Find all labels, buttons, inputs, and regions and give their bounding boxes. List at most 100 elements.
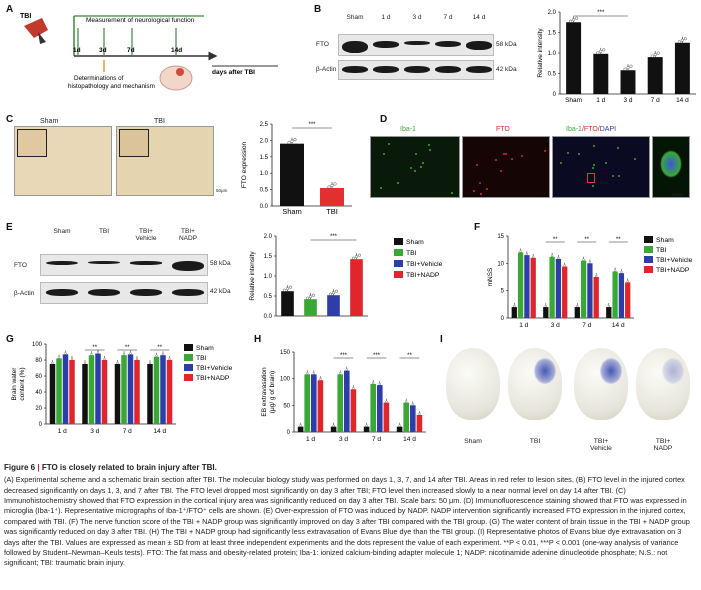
day-label-14d: 14d [171, 47, 182, 54]
western-blot-e: Sham TBI TBI+ Vehicle TBI+ NADP FTO β-Actin… [14, 228, 234, 304]
measure-label: Measurement of neurological function [86, 17, 195, 24]
bar [327, 295, 340, 316]
data-dot [532, 255, 535, 259]
y-tick-label: 20 [35, 406, 42, 412]
data-dot [513, 304, 516, 308]
data-dot [306, 296, 310, 300]
legend-label: TBI+NADP [406, 272, 440, 279]
bar [593, 277, 599, 318]
if-merge-image [552, 136, 650, 198]
data-dot [290, 139, 294, 143]
y-tick-label: 2.0 [260, 138, 269, 144]
data-dot [327, 185, 331, 189]
fluor-cell [500, 169, 503, 172]
lane-label: 1 d [381, 14, 391, 21]
significance-label: *** [308, 122, 316, 128]
bar [574, 307, 580, 318]
x-tick-label: 3 d [339, 436, 348, 443]
y-tick-label: 2.0 [548, 10, 557, 16]
significance-label: *** [597, 10, 605, 16]
ihc-sham-label: Sham [40, 118, 59, 125]
bar [88, 355, 95, 424]
bar [580, 260, 587, 318]
data-dot [588, 261, 592, 264]
day-label-1d: 1d [73, 47, 81, 54]
data-dot [96, 351, 100, 354]
bar [304, 299, 317, 316]
bar [134, 360, 140, 424]
lane-label: Sham [53, 228, 71, 235]
panel-label-a: A [6, 4, 14, 15]
fto-band [88, 261, 120, 264]
bar [317, 380, 324, 432]
bar [396, 426, 403, 432]
bar [56, 358, 62, 424]
y-tick-label: 10 [497, 261, 504, 267]
bar [337, 374, 343, 432]
y-tick-label: 1.0 [548, 51, 557, 57]
fluor-cell [504, 152, 507, 155]
panel-label-c: C [6, 114, 14, 125]
significance-label: ** [407, 353, 412, 359]
fluor-cell [422, 162, 425, 165]
significance-label: *** [340, 353, 348, 359]
legend-swatch [184, 344, 193, 351]
brain-photos: Sham TBI TBI+ Vehicle TBI+ NADP [440, 342, 698, 458]
bar [566, 22, 582, 94]
bar [311, 374, 317, 432]
lane-label: Sham [346, 14, 364, 21]
figure-caption: Figure 6 | FTO is closely related to bra… [4, 462, 698, 569]
bar [121, 355, 127, 424]
y-axis-label: Relative intensity [537, 28, 544, 78]
legend-swatch [184, 374, 193, 381]
data-dot [135, 357, 139, 361]
y-tick-label: 0.5 [260, 188, 269, 194]
y-tick-label: 0 [39, 422, 43, 428]
data-dot [70, 357, 74, 361]
caption-body: (A) Experimental scheme and a schematic … [4, 475, 690, 568]
y-tick-label: 15 [497, 234, 504, 240]
fluor-cell [397, 182, 400, 185]
actin-band [404, 66, 430, 73]
fluor-cell [618, 175, 621, 178]
data-dot [365, 424, 368, 427]
fluor-cell [605, 161, 608, 164]
bar [280, 143, 304, 206]
legend-swatch [644, 256, 653, 263]
panel-label-h: H [254, 334, 262, 345]
bar [612, 271, 618, 318]
legend-swatch [644, 236, 653, 243]
bar [549, 256, 555, 318]
fluor-cell [567, 152, 570, 155]
y-tick-label: 0.0 [264, 314, 273, 320]
fto-band [373, 41, 399, 48]
fluor-cell [591, 185, 594, 188]
fluor-cell [611, 174, 614, 177]
data-dot [308, 295, 312, 299]
y-tick-label: 1.0 [264, 274, 273, 280]
data-dot [129, 352, 132, 355]
y-tick-label: 2.0 [264, 234, 273, 240]
bar [524, 255, 530, 318]
y-tick-label: 1.5 [260, 155, 269, 161]
bar [330, 426, 337, 432]
bar [147, 364, 153, 424]
data-dot [623, 67, 627, 71]
data-dot [550, 254, 554, 257]
bar [363, 426, 370, 432]
fluor-cell [521, 155, 524, 158]
x-tick-label: 3 d [623, 97, 632, 104]
data-dot [572, 18, 576, 22]
data-dot [64, 352, 67, 355]
y-axis-label: mNSS [487, 267, 494, 286]
panel-label-g: G [6, 334, 14, 345]
bar [403, 402, 409, 432]
evans-blue-stain [534, 358, 556, 384]
fluor-cell [414, 152, 417, 155]
bar [618, 273, 625, 318]
lane-label: TBI [98, 228, 110, 235]
data-dot [582, 258, 585, 261]
y-axis-label: Relative intensity [249, 251, 256, 301]
data-dot [411, 403, 414, 406]
bar [370, 384, 376, 432]
